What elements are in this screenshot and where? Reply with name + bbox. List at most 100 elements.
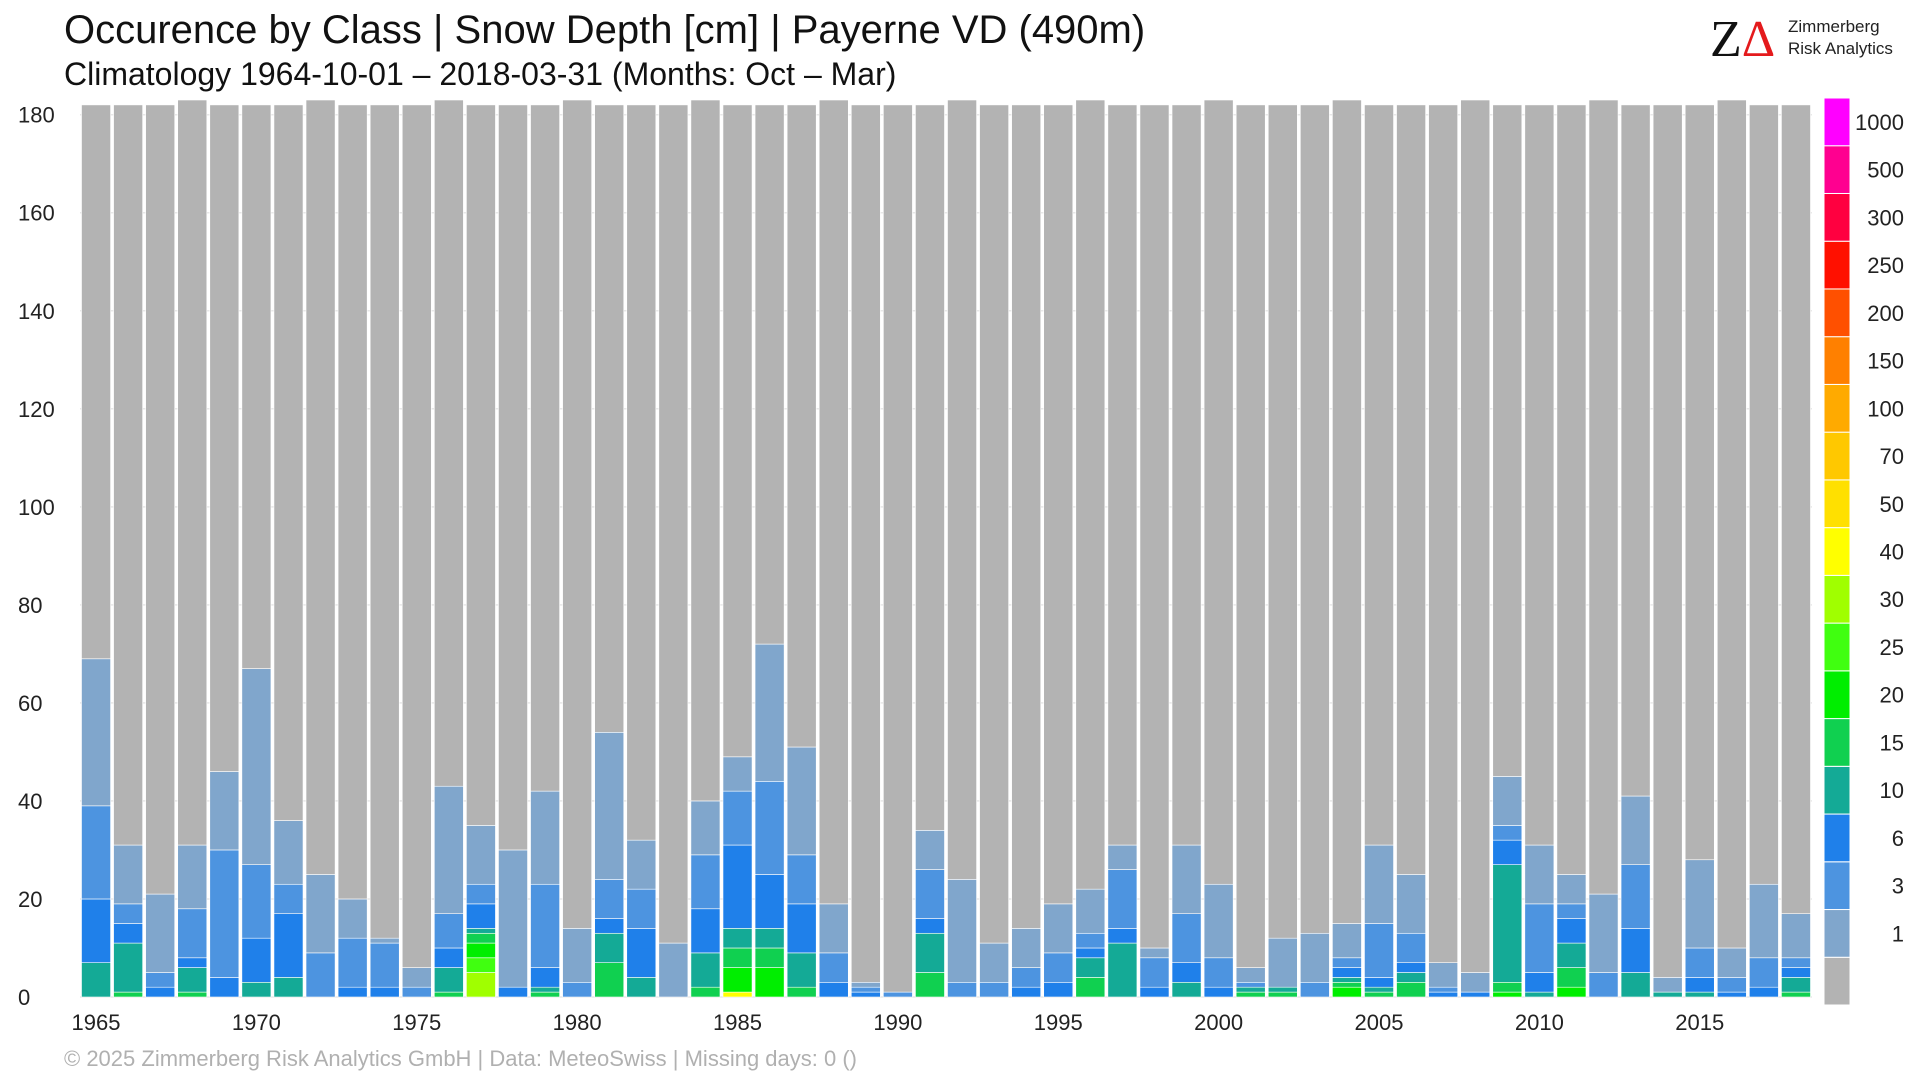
bar-segment [1749, 957, 1779, 988]
bar-segment [1556, 942, 1587, 968]
bar-segment [754, 643, 785, 782]
bar-segment [818, 99, 849, 905]
bar-segment [594, 104, 625, 733]
season-bar [1556, 104, 1587, 998]
bar-segment [915, 830, 945, 870]
bar-segment [562, 981, 592, 998]
bar-segment [1043, 903, 1074, 954]
legend-label: 300 [1867, 205, 1904, 230]
season-bar [401, 104, 432, 998]
x-tick-label: 1995 [1034, 1010, 1083, 1035]
bar-segment [1620, 795, 1651, 865]
bar-segment [241, 668, 272, 865]
bar-segment [337, 898, 368, 939]
season-bar [1652, 104, 1683, 998]
bar-segment [1684, 947, 1715, 978]
season-bar [979, 104, 1009, 998]
bar-segment [626, 888, 657, 929]
bar-segment [1749, 104, 1779, 885]
bar-segment [979, 981, 1009, 998]
legend-label: 70 [1880, 444, 1904, 469]
bar-segment [1396, 962, 1426, 973]
season-bar [1364, 104, 1394, 998]
bar-segment [434, 967, 464, 993]
bar-segment [1781, 104, 1811, 914]
bar-segment [434, 785, 464, 914]
bar-segment [145, 104, 176, 895]
bar-segment [177, 908, 208, 959]
company-logo: ZΔ Zimmerberg Risk Analytics [1710, 10, 1910, 70]
bar-segment [1781, 991, 1811, 998]
bar-segment [1011, 967, 1042, 988]
bar-segment [1235, 981, 1266, 988]
legend-swatch [1823, 765, 1851, 815]
bar-segment [1364, 104, 1394, 846]
bar-segment [1267, 991, 1298, 998]
legend-swatch [1823, 813, 1851, 863]
bar-segment [1524, 972, 1555, 993]
bar-segment [1781, 967, 1811, 978]
bar-segment [1492, 825, 1523, 841]
bar-segment [594, 732, 625, 880]
bar-segment [1300, 932, 1330, 983]
season-bar [1781, 104, 1811, 998]
bar-segment [498, 104, 528, 851]
bar-segment [1235, 986, 1266, 993]
legend-label: 15 [1880, 730, 1904, 755]
bar-segment [1011, 104, 1042, 929]
bar-segment [1396, 972, 1426, 983]
bar-segment [1043, 952, 1074, 983]
logo-line1: Zimmerberg [1788, 17, 1880, 36]
bar-segment [947, 879, 977, 983]
bar-segment [369, 986, 400, 998]
bar-segment [1556, 903, 1587, 919]
bar-segment [1716, 991, 1747, 998]
bar-segment [530, 986, 560, 993]
legend-label: 1 [1892, 921, 1904, 946]
legend-swatch [1823, 622, 1851, 672]
bar-segment [1428, 104, 1458, 963]
bar-segment [1588, 893, 1619, 973]
season-bar [947, 99, 977, 998]
bar-segment [1171, 913, 1202, 963]
bar-segment [1428, 986, 1458, 993]
bar-segment [883, 104, 913, 993]
bar-segment [1364, 844, 1394, 924]
bar-segment [209, 104, 240, 772]
bar-segment [1364, 977, 1394, 988]
legend-label: 3 [1892, 874, 1904, 899]
bar-segment [177, 957, 208, 968]
x-axis: 1965 1970 1975 1980 1985 1990 1995 2000 2005 2010… [72, 1010, 1725, 1035]
bar-segment [1107, 844, 1138, 870]
season-bar [337, 104, 368, 998]
bar-segment [722, 790, 753, 846]
bar-segment [979, 104, 1009, 944]
bar-segment [530, 790, 560, 885]
bar-segment [1524, 104, 1555, 846]
bar-segment [850, 104, 881, 983]
season-bar [1203, 99, 1234, 998]
bar-segment [1011, 928, 1042, 968]
bar-segment [337, 104, 368, 900]
season-bar [1267, 104, 1298, 998]
bar-segment [658, 942, 689, 998]
legend-swatch [1823, 240, 1851, 290]
bar-segment [337, 986, 368, 998]
chart-bars [81, 99, 1811, 998]
bar-segment [1556, 104, 1587, 875]
bar-segment [1684, 991, 1715, 998]
bar-segment [1171, 104, 1202, 846]
bar-segment [626, 104, 657, 841]
season-bar [241, 104, 272, 998]
legend-swatch [1823, 909, 1851, 958]
bar-segment [305, 874, 336, 954]
chart-title: Occurence by Class | Snow Depth [cm] | P… [64, 8, 1146, 52]
bar-segment [1332, 967, 1362, 978]
bar-segment [690, 952, 721, 988]
bar-segment [1075, 977, 1106, 998]
bar-segment [818, 981, 849, 998]
season-bar [722, 104, 753, 998]
bar-segment [530, 104, 560, 792]
legend-swatch [1823, 431, 1851, 481]
season-bar [562, 99, 592, 998]
